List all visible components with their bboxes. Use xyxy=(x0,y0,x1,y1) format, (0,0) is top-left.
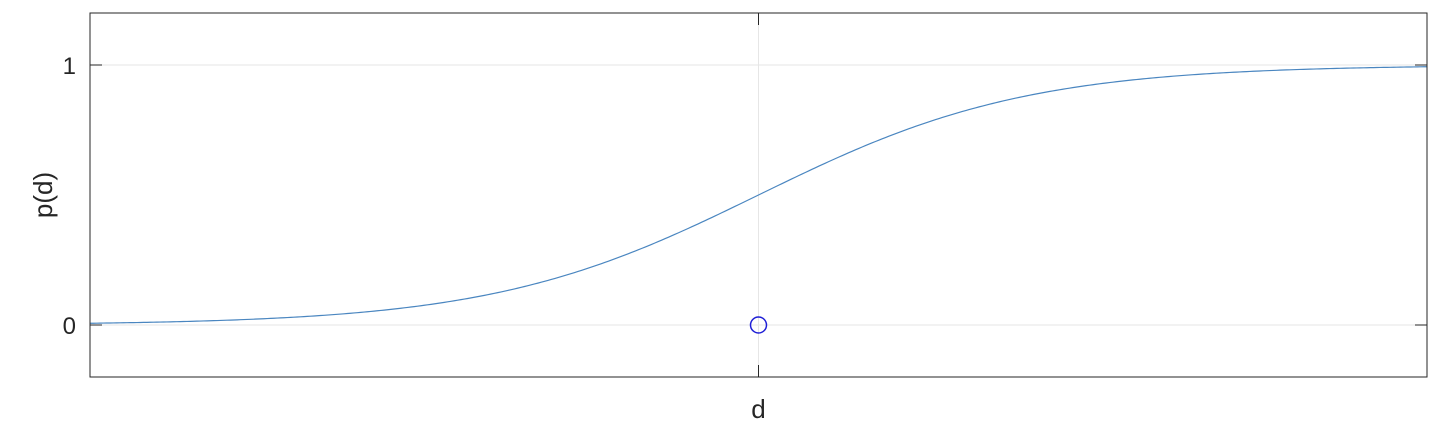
ticks xyxy=(90,13,1427,377)
series-line xyxy=(89,66,1428,324)
data-point-circle xyxy=(749,316,768,334)
points-layer xyxy=(749,316,768,334)
x-axis-label: d xyxy=(751,394,765,424)
tick-labels: 01 xyxy=(63,53,76,340)
y-tick-label: 1 xyxy=(63,53,76,80)
plot-frame xyxy=(89,12,1428,378)
y-axis-label: p(d) xyxy=(28,172,58,218)
series-layer xyxy=(89,66,1428,324)
y-tick-label: 0 xyxy=(63,313,76,340)
